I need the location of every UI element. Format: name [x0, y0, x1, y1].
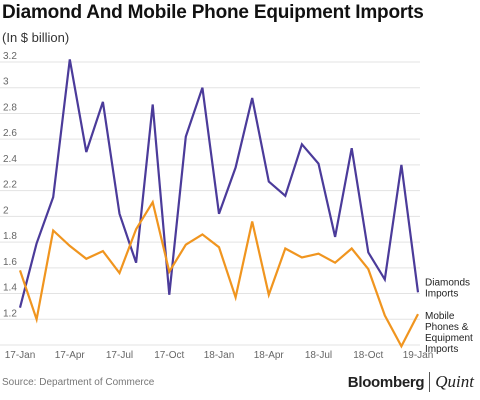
y-tick-label: 2 — [3, 205, 9, 216]
y-tick-label: 1.4 — [3, 283, 17, 294]
series-label-1: Diamonds — [425, 277, 470, 288]
series-label-1: Imports — [425, 288, 458, 299]
x-tick-label: 17-Jul — [106, 350, 133, 361]
series-lines — [18, 59, 420, 349]
chart-title: Diamond And Mobile Phone Equipment Impor… — [2, 2, 424, 23]
x-tick-label: 17-Oct — [154, 350, 184, 361]
source-note: Source: Department of Commerce — [2, 377, 155, 388]
x-tick-labels: 17-Jan 17-Apr 17-Jul 17-Oct 18-Jan 18-Apr 18-J… — [5, 350, 434, 361]
x-tick-label: 18-Jan — [204, 350, 235, 361]
x-tick-label: 17-Apr — [55, 350, 86, 361]
series-line-2 — [18, 199, 419, 349]
logo-divider — [429, 372, 431, 392]
x-tick-label: 18-Jul — [305, 350, 332, 361]
x-tick-label: 19-Jan — [403, 350, 434, 361]
chart-subtitle: (In $ billion) — [2, 30, 70, 45]
series-label-2: Mobile — [425, 311, 455, 322]
series-line-1 — [18, 59, 420, 308]
y-tick-label: 1.8 — [3, 231, 17, 242]
y-tick-label: 2.8 — [3, 102, 17, 113]
y-tick-label: 2.6 — [3, 128, 17, 139]
x-tick-label: 17-Jan — [5, 350, 36, 361]
y-tick-label: 1.6 — [3, 257, 17, 268]
y-tick-label: 1.2 — [3, 308, 17, 319]
x-tick-label: 18-Apr — [254, 350, 285, 361]
series-label-2: Imports — [425, 344, 458, 355]
y-tick-label: 2.4 — [3, 154, 17, 165]
publisher-logo: Bloomberg Quint — [348, 372, 474, 392]
y-tick-labels: 1.2 1.4 1.6 1.8 2 2.2 2.4 2.6 2.8 3 3.2 — [3, 51, 17, 319]
y-tick-label: 3.2 — [3, 51, 17, 62]
logo-bloomberg: Bloomberg — [347, 373, 425, 391]
y-tick-label: 2.2 — [3, 180, 17, 191]
y-tick-label: 3 — [3, 77, 9, 88]
series-label-2: Phones & — [425, 322, 469, 333]
logo-quint: Quint — [435, 372, 474, 391]
series-label-2: Equipment — [425, 333, 473, 344]
x-tick-label: 18-Oct — [353, 350, 383, 361]
gridlines — [0, 61, 420, 346]
